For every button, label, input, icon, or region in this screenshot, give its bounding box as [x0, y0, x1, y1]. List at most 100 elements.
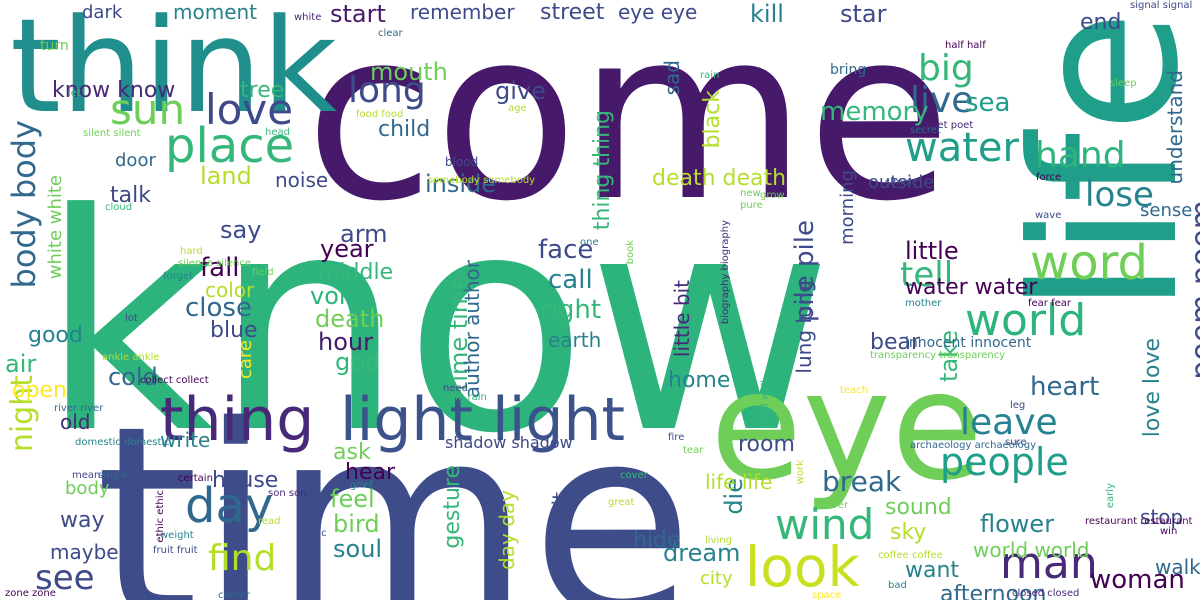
cloud-word: sense — [1140, 200, 1192, 221]
cloud-word: look — [745, 535, 860, 599]
cloud-word: field — [252, 267, 274, 278]
cloud-word: thing thing — [590, 110, 615, 230]
cloud-word: air — [5, 350, 36, 378]
cloud-word: life — [990, 10, 1200, 315]
cloud-word: die — [720, 478, 748, 515]
cloud-word: poet poet — [925, 120, 973, 131]
cloud-word: door — [115, 150, 156, 171]
cloud-word: one — [580, 237, 599, 248]
cloud-word: live — [910, 80, 973, 121]
cloud-word: woman — [1090, 565, 1185, 595]
cloud-word: dream — [663, 539, 740, 567]
cloud-word: great — [608, 497, 635, 508]
cloud-word: know — [40, 150, 833, 499]
cloud-word: night — [5, 375, 40, 452]
cloud-word: little — [905, 237, 959, 265]
cloud-word: talk — [110, 183, 151, 208]
cloud-word: word — [1030, 235, 1148, 291]
cloud-word: sea — [965, 88, 1010, 118]
cloud-word: need — [443, 383, 468, 394]
cloud-word: city — [700, 568, 733, 589]
cloud-word: know know — [52, 78, 175, 103]
cloud-word: tree — [240, 78, 284, 103]
cloud-word: flower — [980, 510, 1054, 538]
cloud-word: right — [540, 295, 601, 325]
cloud-word: somebody somebody — [428, 175, 535, 186]
cloud-word: big — [918, 48, 974, 89]
cloud-word: maybe — [50, 540, 119, 564]
cloud-word: understand — [1163, 70, 1187, 184]
cloud-word: mean — [72, 470, 100, 481]
cloud-word: inside — [425, 170, 496, 198]
cloud-word: music — [297, 528, 327, 539]
cloud-word: hard — [180, 246, 203, 257]
cloud-word: face — [538, 235, 593, 265]
cloud-word: color — [205, 278, 255, 302]
cloud-word: white white — [45, 175, 66, 279]
cloud-word: day — [185, 478, 273, 534]
cloud-word: rain — [700, 70, 719, 81]
cloud-word: gesture — [440, 465, 465, 549]
cloud-word: memory — [820, 97, 929, 127]
cloud-word: new — [740, 188, 761, 199]
cloud-word: work — [795, 460, 806, 484]
cloud-word: world world — [973, 538, 1090, 562]
cloud-word: sky — [890, 520, 926, 545]
cloud-word: single — [98, 470, 128, 481]
cloud-word: little bit — [670, 280, 694, 357]
cloud-word: read — [258, 516, 281, 527]
cloud-word: wait wait — [548, 492, 572, 583]
cloud-word: way — [60, 508, 105, 533]
cloud-word: forget — [163, 271, 193, 282]
cloud-word: open — [12, 378, 67, 403]
cloud-word: bird — [333, 510, 380, 538]
cloud-word: morning — [837, 170, 858, 245]
cloud-word: grief — [350, 480, 373, 491]
cloud-word: fire — [668, 432, 684, 443]
cloud-word: wind — [775, 500, 874, 549]
cloud-word: noise — [275, 168, 328, 192]
cloud-word: remember — [410, 0, 515, 24]
cloud-word: grow — [760, 190, 785, 201]
cloud-word: book — [625, 240, 636, 265]
cloud-word: pain pain — [1198, 40, 1200, 142]
cloud-word: wave — [1035, 210, 1061, 221]
cloud-word: corner — [218, 590, 251, 600]
cloud-word: death death — [652, 166, 786, 191]
cloud-word: say — [220, 216, 261, 244]
cloud-word: silent silent — [83, 128, 141, 139]
cloud-word: life life — [705, 470, 772, 494]
cloud-word: street — [540, 0, 605, 25]
cloud-word: lose — [1085, 175, 1154, 215]
cloud-word: afternoon — [940, 582, 1046, 600]
cloud-word: people — [940, 440, 1069, 484]
cloud-word: soul — [333, 535, 382, 563]
cloud-word: child — [378, 117, 430, 142]
cloud-word: dark — [82, 2, 123, 23]
cloud-word: silence silence — [178, 258, 251, 269]
cloud-word: hour — [318, 328, 373, 356]
cloud-word: light light — [340, 385, 625, 455]
cloud-word: water water — [905, 275, 1038, 300]
cloud-word: love — [205, 85, 293, 134]
cloud-word: close — [185, 293, 252, 323]
cloud-word: wall wall — [760, 380, 771, 423]
cloud-word: love love — [1140, 338, 1165, 437]
cloud-word: black — [700, 90, 725, 149]
cloud-word: give — [495, 77, 546, 105]
cloud-word: innocent innocent — [905, 335, 1032, 351]
cloud-word: time time — [445, 275, 473, 391]
cloud-word: shadow shadow — [445, 433, 573, 452]
cloud-word: pure — [740, 200, 763, 211]
cloud-word: bring — [830, 62, 866, 78]
cloud-word: white — [294, 12, 321, 23]
cloud-word: tell — [900, 255, 953, 295]
cloud-word: certain — [178, 473, 213, 484]
cloud-word: stop — [1140, 505, 1183, 529]
cloud-word: middle — [318, 260, 393, 285]
cloud-word: eye eye — [618, 0, 697, 24]
cloud-word: death — [315, 305, 384, 333]
